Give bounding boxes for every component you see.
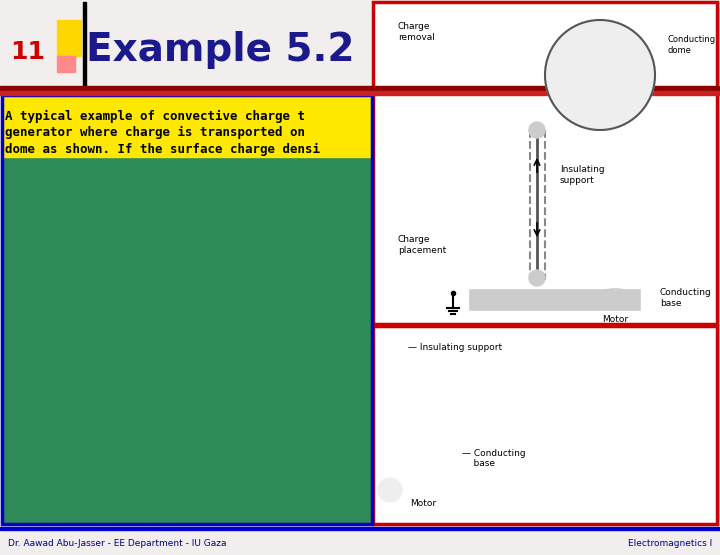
Bar: [440, 476, 560, 511]
Bar: [0, 530, 720, 555]
Bar: [57, 20, 81, 56]
Text: Motor: Motor: [410, 498, 436, 507]
Text: A typical example of convective charge t: A typical example of convective charge t: [5, 110, 305, 123]
Text: Conducting
dome: Conducting dome: [668, 36, 716, 55]
Bar: [2, 157, 372, 524]
Text: — Insulating support: — Insulating support: [408, 344, 502, 352]
Circle shape: [529, 270, 545, 286]
Bar: [373, 2, 717, 324]
Text: — Conducting
    base: — Conducting base: [462, 448, 526, 468]
Bar: [0, 0, 720, 88]
Text: Example 5.2: Example 5.2: [86, 31, 354, 69]
Bar: [470, 290, 640, 310]
Bar: [373, 326, 717, 524]
Text: Electromagnetics I: Electromagnetics I: [628, 538, 712, 547]
Bar: [0, 91, 720, 95]
Text: generator where charge is transported on: generator where charge is transported on: [5, 126, 305, 139]
Text: Charge
placement: Charge placement: [398, 235, 446, 255]
Bar: [0, 527, 720, 530]
Ellipse shape: [595, 289, 635, 307]
Bar: [0, 86, 720, 91]
Text: Dr. Aawad Abu-Jasser - EE Department - IU Gaza: Dr. Aawad Abu-Jasser - EE Department - I…: [8, 538, 227, 547]
Bar: [2, 95, 372, 524]
Text: dome as shown. If the surface charge densi: dome as shown. If the surface charge den…: [5, 143, 320, 156]
Bar: [83, 2, 86, 86]
Bar: [57, 56, 75, 72]
Text: Insulating
support: Insulating support: [560, 165, 605, 185]
Circle shape: [545, 20, 655, 130]
Circle shape: [378, 478, 402, 502]
Text: Conducting
base: Conducting base: [660, 288, 712, 307]
Text: Charge
removal: Charge removal: [398, 22, 435, 42]
Circle shape: [529, 122, 545, 138]
Text: 11: 11: [11, 40, 45, 64]
Text: Motor: Motor: [602, 315, 628, 324]
Bar: [2, 95, 372, 157]
